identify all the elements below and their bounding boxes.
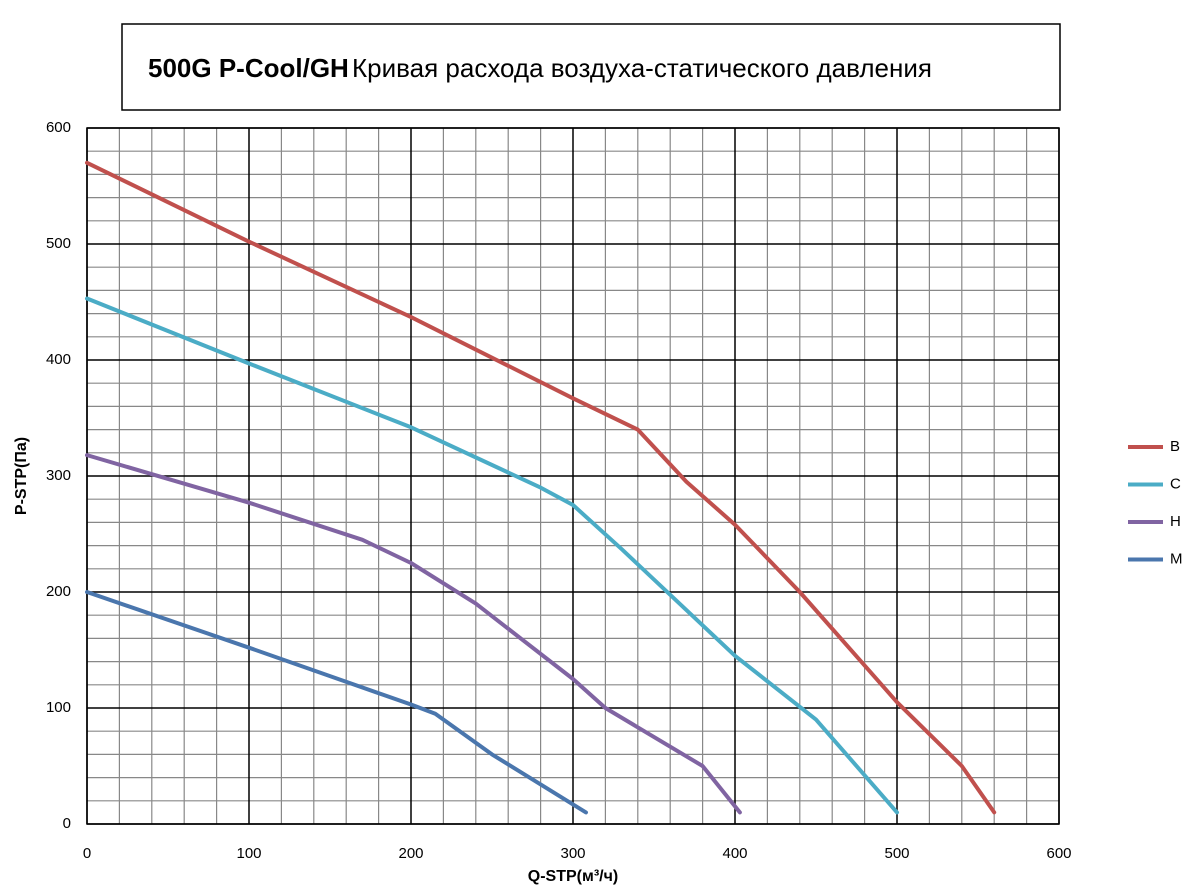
chart-subtitle: Кривая расхода воздуха-статического давл…: [352, 53, 932, 83]
y-tick-label: 0: [63, 815, 71, 832]
legend-label: H: [1170, 513, 1181, 530]
series-line: [85, 160, 997, 815]
y-tick-label: 500: [46, 235, 71, 252]
title-box: [121, 23, 1061, 111]
legend-label: M: [1170, 550, 1183, 567]
x-tick-label: 500: [884, 845, 909, 862]
x-axis-label: Q-STP(м³/ч): [528, 868, 618, 885]
legend-label: C: [1170, 475, 1181, 492]
chart-title: 500G P-Cool/GH: [148, 53, 349, 83]
x-tick-label: 400: [722, 845, 747, 862]
y-axis-label: P-STP(Па): [13, 437, 30, 515]
y-tick-label: 200: [46, 583, 71, 600]
x-tick-label: 100: [236, 845, 261, 862]
plot-border: [86, 127, 1060, 825]
x-tick-label: 600: [1046, 845, 1071, 862]
series-line: [85, 296, 899, 815]
x-tick-label: 0: [83, 845, 91, 862]
series-line: [85, 453, 742, 815]
y-tick-label: 600: [46, 119, 71, 136]
x-tick-label: 200: [398, 845, 423, 862]
y-tick-label: 400: [46, 351, 71, 368]
y-tick-label: 100: [46, 699, 71, 716]
y-tick-label: 300: [46, 467, 71, 484]
series-line: [85, 590, 588, 815]
legend-label: B: [1170, 438, 1180, 455]
x-tick-label: 300: [560, 845, 585, 862]
